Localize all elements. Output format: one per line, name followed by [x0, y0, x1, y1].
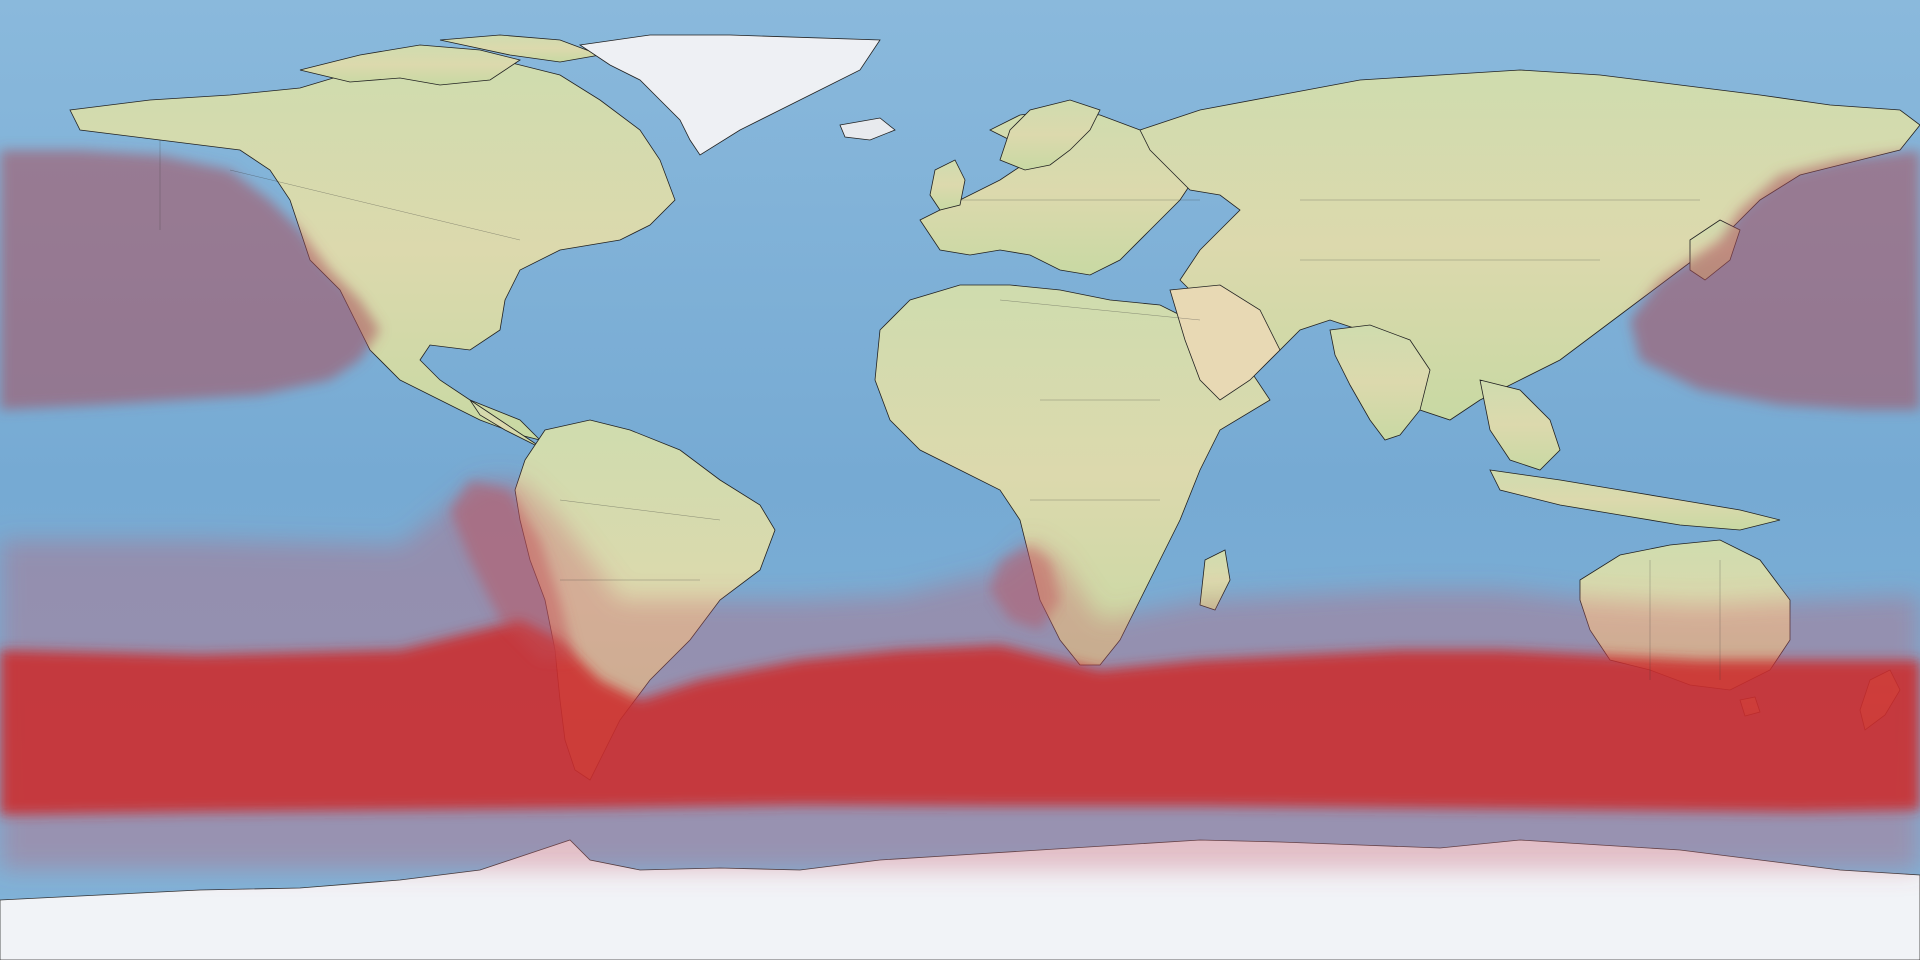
range-north-pacific-east[interactable]	[0, 150, 380, 410]
british-isles	[929, 159, 966, 211]
north-america[interactable]	[69, 59, 676, 441]
range-southern-core[interactable]	[0, 620, 1920, 815]
range-humboldt[interactable]	[450, 480, 575, 660]
southeast-asia	[1479, 379, 1561, 471]
iceland	[839, 117, 896, 141]
africa[interactable]	[874, 284, 1271, 666]
range-overlay	[0, 150, 1920, 870]
indonesia	[1489, 469, 1781, 531]
arabian-peninsula	[1169, 284, 1281, 401]
range-north-pacific-west[interactable]	[1630, 150, 1920, 410]
arctic-islands	[299, 44, 521, 86]
country-borders	[159, 140, 1721, 680]
range-benguela[interactable]	[990, 545, 1060, 630]
india	[1329, 324, 1431, 441]
scandinavia	[999, 99, 1101, 171]
greenland[interactable]	[578, 34, 881, 156]
madagascar	[1199, 549, 1231, 611]
